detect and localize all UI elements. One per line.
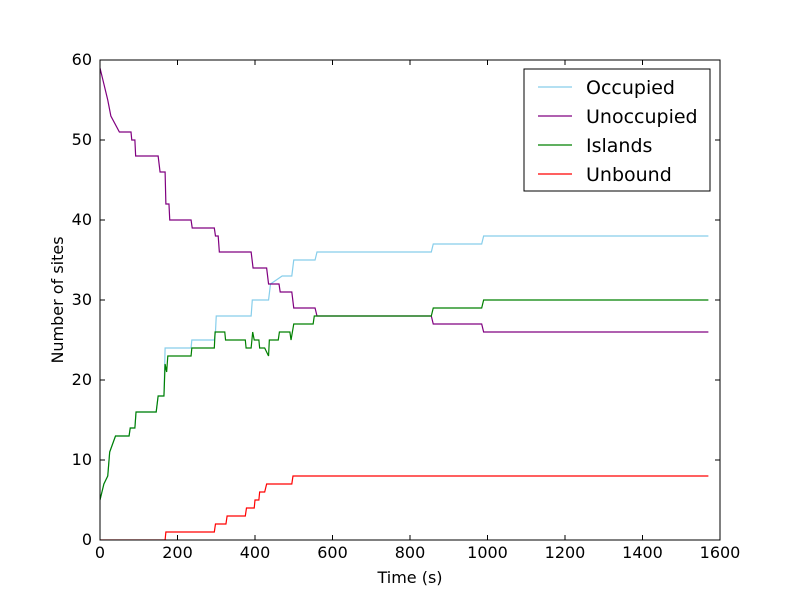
legend: Occupied Unoccupied Islands Unbound: [523, 68, 711, 192]
y-tick-label-50: 50: [72, 130, 92, 149]
x-tick-label-400: 400: [240, 543, 271, 562]
series-line-unoccupied: [100, 67, 709, 333]
legend-label-islands: Islands: [586, 135, 652, 157]
y-tick-label-20: 20: [72, 370, 92, 389]
x-tick-label-200: 200: [162, 543, 193, 562]
plot-layer: [100, 67, 709, 540]
y-tick-label-40: 40: [72, 210, 92, 229]
x-tick-label-600: 600: [317, 543, 348, 562]
x-tick-label-1000: 1000: [467, 543, 508, 562]
y-axis-label: Number of sites: [48, 236, 67, 363]
axes-layer: 0 200 400 600 800 1000 1200 1400 1600 0 10 20 30 40 50…: [72, 50, 741, 562]
legend-label-occupied: Occupied: [586, 77, 675, 99]
legend-label-unoccupied: Unoccupied: [586, 106, 698, 128]
x-tick-label-0: 0: [95, 543, 105, 562]
x-tick-label-1600: 1600: [700, 543, 741, 562]
y-tick-label-0: 0: [82, 530, 92, 549]
legend-box: [523, 68, 711, 192]
series-line-islands: [100, 299, 709, 501]
legend-label-unbound: Unbound: [586, 164, 672, 186]
series-line-unbound: [100, 475, 709, 540]
x-tick-label-1400: 1400: [622, 543, 663, 562]
x-axis-label: Time (s): [376, 568, 442, 587]
y-tick-label-30: 30: [72, 290, 92, 309]
y-tick-label-60: 60: [72, 50, 92, 69]
x-tick-label-1200: 1200: [545, 543, 586, 562]
y-tick-label-10: 10: [72, 450, 92, 469]
x-tick-label-800: 800: [395, 543, 426, 562]
